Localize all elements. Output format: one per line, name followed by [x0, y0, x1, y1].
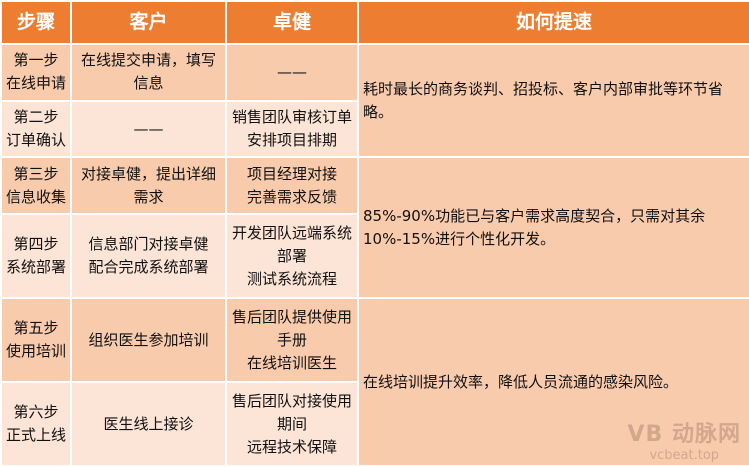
zhuojian-cell: —— [225, 43, 359, 102]
watermark-url: vcbeat.top [649, 448, 720, 463]
zhuojian-cell: 销售团队审核订单 安排项目排期 [225, 99, 359, 159]
client-cell: 组织医生参加培训 [70, 297, 227, 384]
speedup-cell: 在线培训提升效率，降低人员流通的感染风险。 [357, 297, 749, 467]
client-cell: —— [70, 99, 227, 159]
step-cell: 第二步 订单确认 [0, 99, 72, 159]
step-number: 第二步 [13, 108, 59, 127]
step-name: 系统部署 [6, 258, 67, 277]
zhuojian-cell: 项目经理对接 完善需求反馈 [225, 156, 359, 216]
watermark: VB 动脉网 vcbeat.top [628, 416, 741, 463]
zhuojian-cell: 开发团队远端系统部署 测试系统流程 [225, 213, 359, 300]
step-cell: 第五步 使用培训 [0, 297, 72, 384]
step-cell: 第四步 系统部署 [0, 213, 72, 300]
step-cell: 第三步 信息收集 [0, 156, 72, 216]
table-row: 第五步使用培训 组织医生参加培训 售后团队提供使用手册 在线培训医生 在线培训提… [0, 297, 749, 467]
step-name: 信息收集 [6, 187, 67, 206]
step-name: 在线申请 [6, 74, 67, 93]
speedup-cell: 85%-90%功能已与客户需求高度契合，只需对其余10%-15%进行个性化开发。 [357, 156, 749, 300]
table-row: 第四步系统部署 信息部门对接卓健 配合完成系统部署 开发团队远端系统部署 测试系… [0, 213, 749, 300]
watermark-logo: VB 动脉网 [627, 422, 741, 447]
client-cell: 对接卓健，提出详细需求 [70, 156, 227, 216]
speedup-cell: 耗时最长的商务谈判、招投标、客户内部审批等环节省略。 [357, 42, 749, 159]
step-cell: 第六步 正式上线 [0, 381, 72, 467]
table-row: 第六步正式上线 医生线上接诊 售后团队对接使用期间 远程技术保障 [0, 381, 749, 467]
step-name: 订单确认 [6, 131, 67, 150]
step-number: 第六步 [13, 403, 59, 422]
step-number: 第一步 [13, 51, 59, 70]
client-cell: 在线提交申请，填写信息 [70, 43, 227, 102]
header-speedup: 如何提速 [357, 0, 749, 45]
step-name: 使用培训 [6, 342, 67, 361]
client-cell: 信息部门对接卓健 配合完成系统部署 [70, 213, 227, 300]
step-cell: 第一步 在线申请 [0, 43, 72, 102]
header-zhuojian: 卓健 [225, 0, 359, 45]
step-number: 第三步 [13, 164, 59, 183]
zhuojian-cell: 售后团队提供使用手册 在线培训医生 [225, 297, 359, 384]
header-row: 步骤 客户 卓健 如何提速 [0, 0, 749, 45]
step-number: 第四步 [13, 235, 59, 254]
zhuojian-cell: 售后团队对接使用期间 远程技术保障 [225, 381, 359, 467]
step-name: 正式上线 [6, 426, 67, 445]
table-row: 第一步在线申请 在线提交申请，填写信息 —— 耗时最长的商务谈判、招投标、客户内… [0, 42, 749, 159]
table-row: 第三步信息收集 对接卓健，提出详细需求 项目经理对接 完善需求反馈 85%-90… [0, 156, 749, 300]
header-step: 步骤 [0, 0, 72, 45]
step-number: 第五步 [13, 319, 59, 338]
client-cell: 医生线上接诊 [70, 381, 227, 467]
header-client: 客户 [70, 0, 227, 45]
table-row: 第二步订单确认 —— 销售团队审核订单 安排项目排期 [0, 99, 749, 159]
